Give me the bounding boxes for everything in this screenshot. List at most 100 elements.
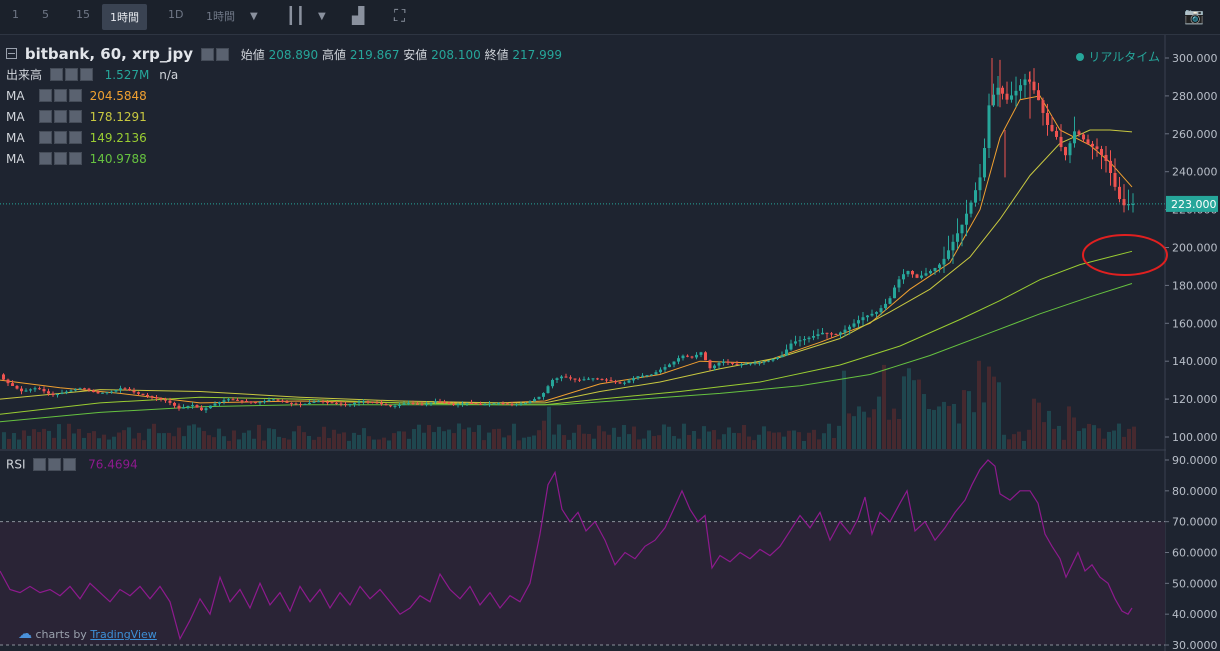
candle-body [537,396,541,400]
tradingview-credit[interactable]: ☁ charts by TradingView [18,626,157,642]
chevron-down-icon[interactable]: ▼ [250,11,258,22]
volume-bar [17,439,21,449]
ohlc-label-0: 始値 [240,48,265,62]
candle-body [659,369,662,373]
timeframe-1[interactable]: 5 [42,8,49,21]
candle-body [623,382,626,384]
candle-body [384,404,388,406]
rsi-panel [0,459,1133,641]
candle-body [420,404,424,406]
candle-body [317,401,320,403]
volume-bar [242,432,246,449]
candle-body [1059,136,1063,148]
camera-icon[interactable]: 📷 [1184,6,1204,25]
candle-body [398,404,401,406]
rsi-legend: RSI 76.4694 [6,457,138,473]
rsi-line [0,459,1133,641]
candle-body [366,401,370,403]
candle-body [326,401,329,403]
candle-body [357,401,361,403]
series-settings-icons[interactable] [200,44,231,65]
candle-body [1104,154,1108,161]
volume-bar [917,379,921,449]
volume-bar [617,436,621,449]
volume-bar [642,438,646,449]
volume-bar [542,420,546,449]
candle-body [263,400,266,403]
candle-body [812,335,815,338]
timeframe-0[interactable]: 1 [12,8,19,21]
candle-body [227,399,230,401]
ma-row-0: MA 204.5848 [6,85,562,106]
candlestick-icon[interactable]: ┃┃ [286,6,306,25]
chevron-down-icon[interactable]: ▼ [318,11,326,22]
collapse-icon[interactable] [6,48,17,59]
volume-bar [672,436,676,449]
fullscreen-icon[interactable]: ⛶ [394,6,406,25]
rsi-settings-icons[interactable] [33,457,78,471]
tradingview-link[interactable]: TradingView [90,628,157,641]
volume-bar [332,429,336,449]
volume-bar [1082,428,1086,449]
volume-bar [87,432,91,449]
candle-body [803,339,806,341]
candle-body [672,361,676,365]
candle-body [726,361,730,363]
volume-bar [1062,439,1066,449]
candle-body [636,376,640,379]
ma-settings-icons[interactable] [38,148,84,169]
volume-bar [657,435,661,449]
ma-settings-icons[interactable] [38,85,84,106]
volume-bar [592,438,596,449]
ma-settings-icons[interactable] [38,106,84,127]
ohlc-label-2: 安値 [403,48,428,62]
price-tick-label: 180.000 [1172,279,1218,292]
ohlc-value-3: 217.999 [508,48,563,62]
ma-settings-icons[interactable] [38,127,84,148]
volume-bar [792,430,796,449]
candle-body [902,274,905,280]
candle-body [888,298,892,304]
volume-bar [692,430,696,449]
candle-body [897,279,901,288]
candlesticks [2,58,1135,413]
candle-body [524,403,527,405]
timeframe-4[interactable]: 1D [168,8,184,21]
candle-body [299,404,302,406]
candle-body [632,378,635,381]
candle-body [740,364,743,366]
indicators-icon[interactable]: ▟ [352,6,365,25]
volume-label: 出来高 [6,68,43,82]
candle-body [204,408,208,411]
candle-body [821,332,824,335]
volume-settings-icons[interactable] [49,64,95,85]
candle-body [128,388,131,391]
timeframe-2[interactable]: 15 [76,8,90,21]
volume-bar [602,431,606,449]
candle-body [47,391,50,394]
price-chart[interactable]: 100.000 120.000 140.000 160.000 180.000 200.0… [0,35,1220,651]
volume-bar [827,423,831,449]
candle-body [362,401,365,403]
candle-body [987,105,991,149]
candle-body [245,400,248,402]
volume-bar [107,439,111,449]
candle-body [974,190,977,203]
candle-body [875,312,878,314]
candle-body [218,401,221,404]
volume-bar [317,436,321,449]
volume-bar [742,425,746,449]
volume-bar [977,360,981,449]
volume-bar [497,428,501,449]
candle-body [96,392,100,394]
volume-bar [467,427,471,449]
timeframe-5[interactable]: 1時間 [206,10,235,23]
volume-bar [1097,428,1101,449]
volume-bar [382,437,386,449]
volume-bar [517,440,521,449]
volume-bar [747,436,751,449]
timeframe-3[interactable]: 1時間 [102,4,147,30]
candle-body [695,354,698,358]
candle-body [285,401,289,403]
candle-body [708,360,712,369]
